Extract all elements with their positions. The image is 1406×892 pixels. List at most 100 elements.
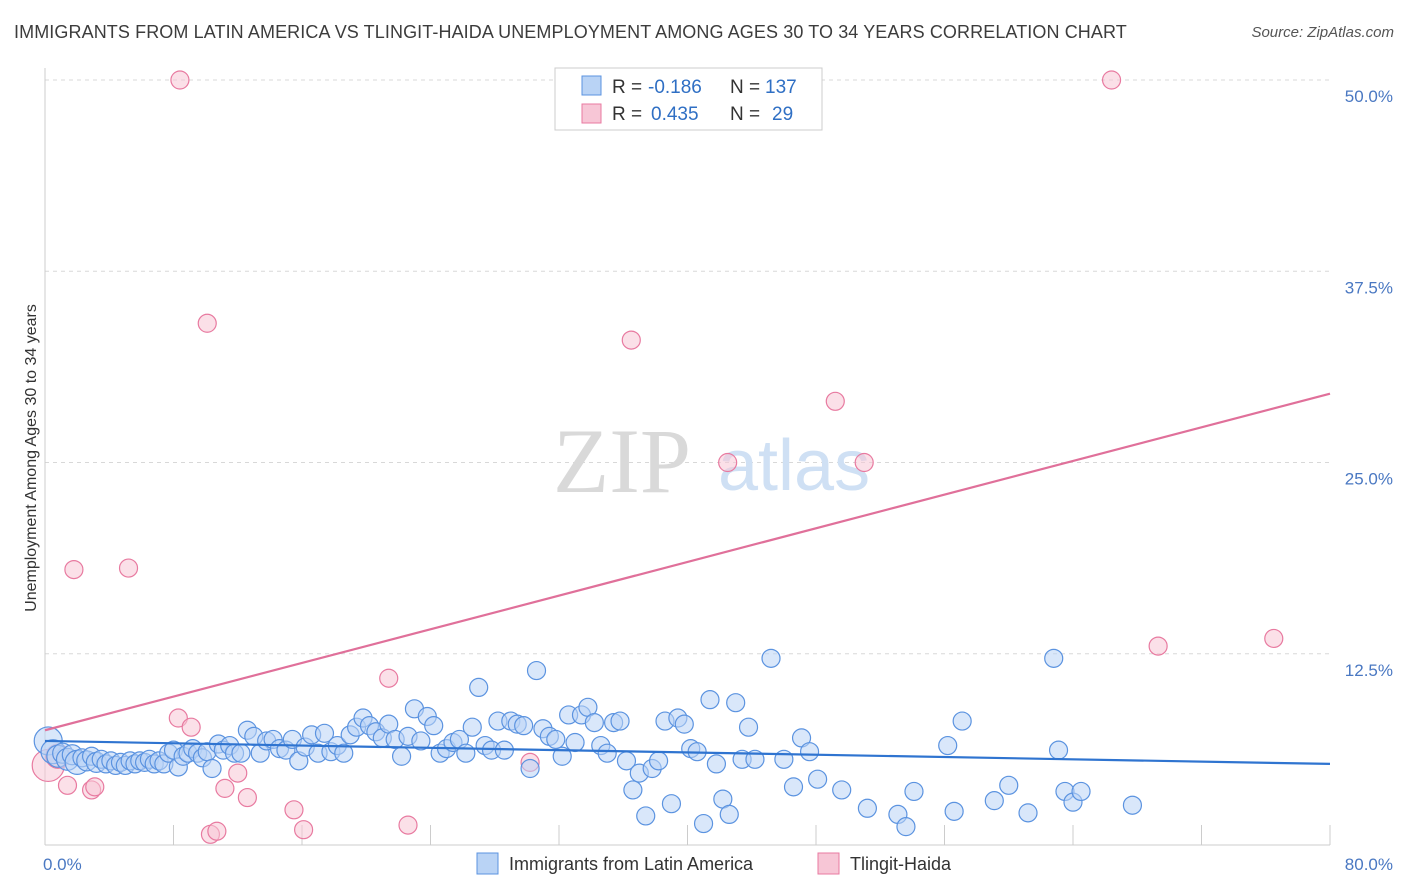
data-point-pink-22 <box>718 452 738 473</box>
legend-bottom-swatch-pink <box>817 852 840 875</box>
data-point-blue-84 <box>520 758 540 779</box>
data-point-pink-2 <box>57 775 78 795</box>
data-point-pink-9 <box>181 717 201 737</box>
data-point-blue-115 <box>719 804 739 825</box>
y-tick-label-3: 50.0% <box>1345 87 1393 106</box>
data-point-blue-75 <box>462 717 482 737</box>
data-point-blue-112 <box>700 690 720 710</box>
legend-r-value-pink: 0.435 <box>651 104 699 125</box>
legend-r-label-blue: R = <box>612 77 642 98</box>
data-point-blue-34 <box>202 758 222 779</box>
data-point-blue-64 <box>391 746 412 766</box>
data-point-blue-130 <box>904 781 924 802</box>
data-point-blue-129 <box>896 817 916 837</box>
data-point-blue-55 <box>334 743 354 763</box>
legend-n-label-pink: N = <box>730 104 760 125</box>
source-credit: Source: ZipAtlas.com <box>1251 24 1394 41</box>
data-point-blue-142 <box>1122 795 1143 815</box>
data-point-blue-136 <box>1018 803 1038 823</box>
y-tick-label-1: 25.0% <box>1345 470 1393 489</box>
data-point-blue-83 <box>514 716 534 736</box>
data-point-blue-133 <box>952 711 972 731</box>
data-point-pink-12 <box>207 821 227 841</box>
data-point-blue-106 <box>661 794 682 814</box>
x-tick-label-min: 0.0% <box>43 855 82 874</box>
data-point-blue-104 <box>648 751 669 771</box>
data-point-pink-15 <box>237 787 257 808</box>
legend-bottom-label-blue: Immigrants from Latin America <box>509 854 754 874</box>
legend-r-label-pink: R = <box>612 104 642 125</box>
data-point-blue-85 <box>526 660 547 681</box>
data-point-blue-67 <box>411 731 431 751</box>
x-tick-label-max: 80.0% <box>1345 855 1393 874</box>
legend-n-label-blue: N = <box>730 77 760 98</box>
data-point-blue-88 <box>546 729 566 750</box>
data-point-pink-23 <box>825 391 845 411</box>
data-point-blue-98 <box>610 711 630 731</box>
data-point-blue-127 <box>857 798 878 818</box>
data-point-pink-5 <box>85 777 105 797</box>
data-point-pink-6 <box>118 558 139 578</box>
watermark-atlas: atlas <box>718 426 870 506</box>
data-point-blue-122 <box>783 777 804 797</box>
data-point-blue-69 <box>424 716 444 736</box>
legend-bottom: Immigrants from Latin America Tlingit-Ha… <box>476 852 952 875</box>
data-point-blue-118 <box>738 717 759 737</box>
data-point-blue-126 <box>832 780 852 800</box>
y-tick-label-2: 37.5% <box>1345 278 1393 297</box>
legend-r-value-blue: -0.186 <box>648 77 702 98</box>
data-point-blue-108 <box>674 714 694 734</box>
data-point-blue-100 <box>623 780 643 800</box>
legend-swatch-pink <box>581 103 602 124</box>
trend-line-pink <box>44 392 1331 732</box>
data-point-blue-91 <box>565 732 585 753</box>
data-point-blue-131 <box>938 735 958 756</box>
data-point-pink-18 <box>379 668 399 688</box>
trend-lines <box>44 392 1331 766</box>
data-point-blue-52 <box>314 723 335 743</box>
watermark-zip: ZIP <box>553 410 691 512</box>
data-point-blue-135 <box>999 775 1019 795</box>
data-point-blue-94 <box>584 712 604 733</box>
data-point-pink-3 <box>64 559 84 580</box>
data-point-pink-16 <box>284 800 304 820</box>
legend-bottom-label-pink: Tlingit-Haida <box>850 854 952 874</box>
data-point-pink-26 <box>1148 636 1168 656</box>
series-immigrants-latin-america <box>33 648 1143 837</box>
data-point-pink-27 <box>1264 628 1284 649</box>
data-point-pink-13 <box>215 778 235 798</box>
data-point-blue-111 <box>693 813 714 834</box>
data-point-pink-19 <box>398 815 418 835</box>
data-point-blue-124 <box>799 742 820 762</box>
legend-bottom-swatch-blue <box>476 852 499 875</box>
data-point-blue-116 <box>726 693 746 713</box>
legend-n-value-pink: 29 <box>772 104 793 125</box>
chart-title: IMMIGRANTS FROM LATIN AMERICA VS TLINGIT… <box>14 22 1127 42</box>
data-point-pink-25 <box>1101 70 1122 90</box>
data-point-blue-137 <box>1044 648 1064 668</box>
data-point-pink-24 <box>854 452 874 473</box>
data-point-pink-21 <box>621 330 641 350</box>
data-point-blue-39 <box>231 743 251 763</box>
legend-swatch-blue <box>581 75 602 96</box>
legend-top: R = -0.186 N = 137 R = 0.435 N = 29 <box>554 67 823 131</box>
data-point-pink-8 <box>170 70 190 90</box>
data-point-blue-141 <box>1071 781 1091 802</box>
legend-n-value-blue: 137 <box>765 77 797 98</box>
data-point-blue-113 <box>706 754 727 774</box>
data-point-blue-125 <box>808 769 828 789</box>
y-tick-labels: 12.5% 25.0% 37.5% 50.0% <box>1345 87 1393 680</box>
x-tick-labels: 0.0% 80.0% <box>43 855 1393 874</box>
data-point-blue-96 <box>597 743 617 763</box>
data-point-blue-132 <box>944 801 964 821</box>
data-point-pink-17 <box>294 820 314 840</box>
data-point-pink-14 <box>228 763 248 783</box>
data-point-blue-120 <box>761 648 781 668</box>
y-tick-label-0: 12.5% <box>1345 661 1393 680</box>
data-point-blue-134 <box>984 791 1004 811</box>
axes <box>44 68 1331 846</box>
data-point-blue-76 <box>469 677 489 698</box>
y-axis-label: Unemployment Among Ages 30 to 34 years <box>23 304 40 612</box>
trend-line-blue <box>44 739 1331 766</box>
